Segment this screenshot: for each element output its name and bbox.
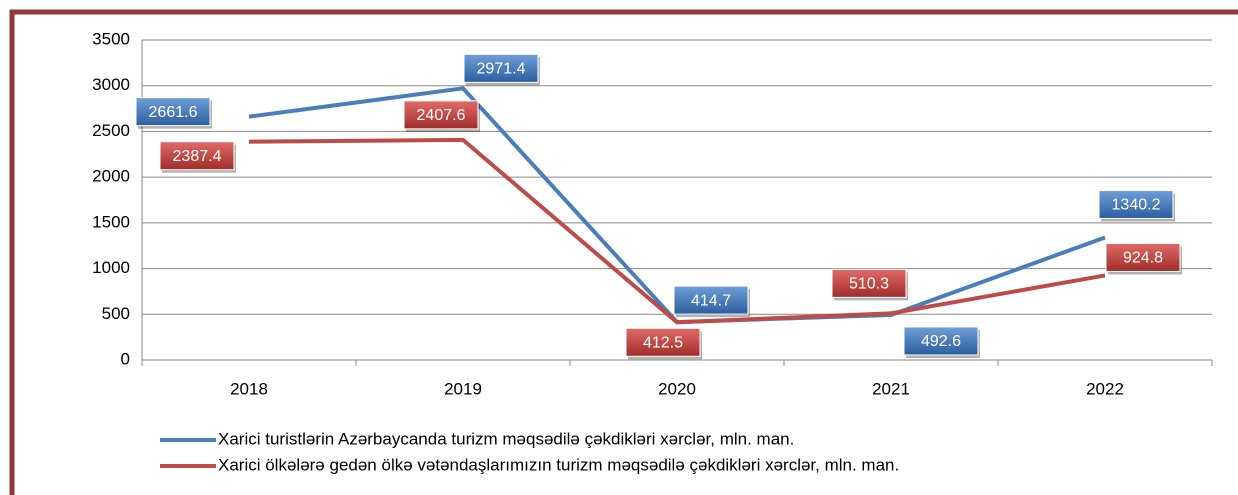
data-label: 1340.2 [1112,197,1161,214]
data-label-box [403,100,479,130]
y-tick-label: 2500 [92,121,130,140]
y-tick-label: 1500 [92,212,130,231]
data-label-box [831,268,907,298]
data-label: 2387.4 [173,148,222,165]
data-label-box [903,326,979,356]
data-label-box [1098,189,1174,219]
y-tick-label: 3500 [92,29,130,48]
data-label-box [135,97,211,127]
x-tick-label: 2022 [1086,379,1124,398]
x-tick-label: 2021 [872,379,910,398]
x-tick-label: 2018 [230,379,268,398]
data-label: 2971.4 [477,61,526,78]
x-tick-label: 2019 [444,379,482,398]
series-line [248,137,1106,325]
data-label: 924.8 [1123,250,1163,267]
data-label: 412.5 [643,335,683,352]
y-tick-label: 1000 [92,258,130,277]
y-tick-label: 2000 [92,167,130,186]
legend-label: Xarici turistlərin Azərbaycanda turizm m… [218,429,794,448]
data-label-box [1105,242,1181,272]
legend-label: Xarici ölkələrə gedən ölkə vətəndaşlarım… [218,455,899,474]
data-label-box [673,285,749,315]
y-tick-label: 3000 [92,75,130,94]
y-tick-label: 500 [102,304,130,323]
data-label: 414.7 [691,292,731,309]
x-tick-label: 2020 [658,379,696,398]
data-label: 492.6 [921,333,961,350]
data-label: 2407.6 [417,107,466,124]
data-label-box [625,327,701,357]
data-label-box [159,141,235,171]
frame [9,9,1238,495]
data-label: 510.3 [849,276,889,293]
y-tick-label: 0 [121,349,130,368]
data-label: 2661.6 [149,104,198,121]
data-label-box [463,53,539,83]
